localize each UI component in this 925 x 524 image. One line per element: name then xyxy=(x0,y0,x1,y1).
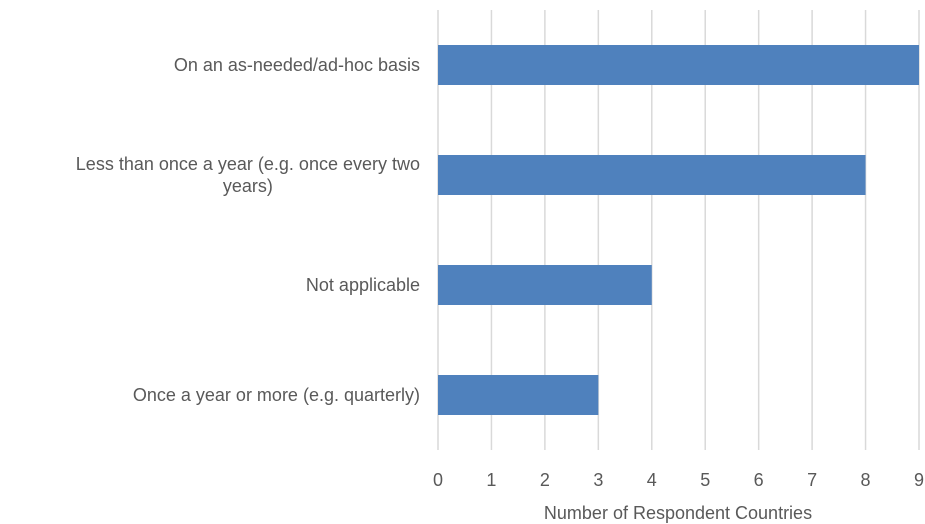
x-tick-label: 3 xyxy=(593,470,603,490)
x-tick-labels: 0 1 2 3 4 5 6 7 8 9 xyxy=(433,470,924,490)
category-label: Less than once a year (e.g. once every t… xyxy=(76,154,420,196)
category-label-line: Once a year or more (e.g. quarterly) xyxy=(133,385,420,405)
category-label-line: Not applicable xyxy=(306,275,420,295)
x-tick-label: 9 xyxy=(914,470,924,490)
x-tick-label: 0 xyxy=(433,470,443,490)
x-tick-label: 4 xyxy=(647,470,657,490)
category-label-line: On an as-needed/ad-hoc basis xyxy=(174,55,420,75)
category-label: Not applicable xyxy=(306,275,420,295)
x-tick-label: 6 xyxy=(754,470,764,490)
x-tick-label: 2 xyxy=(540,470,550,490)
category-labels: On an as-needed/ad-hoc basis Less than on… xyxy=(76,55,420,405)
x-tick-label: 7 xyxy=(807,470,817,490)
category-label: On an as-needed/ad-hoc basis xyxy=(174,55,420,75)
bar xyxy=(438,155,866,195)
x-tick-label: 5 xyxy=(700,470,710,490)
bar xyxy=(438,45,919,85)
bar xyxy=(438,375,599,415)
x-tick-label: 8 xyxy=(861,470,871,490)
bars xyxy=(438,45,919,415)
category-label-line: years) xyxy=(223,176,273,196)
x-axis-title: Number of Respondent Countries xyxy=(544,503,812,523)
bar xyxy=(438,265,652,305)
x-tick-label: 1 xyxy=(486,470,496,490)
category-label: Once a year or more (e.g. quarterly) xyxy=(133,385,420,405)
category-label-line: Less than once a year (e.g. once every t… xyxy=(76,154,420,174)
